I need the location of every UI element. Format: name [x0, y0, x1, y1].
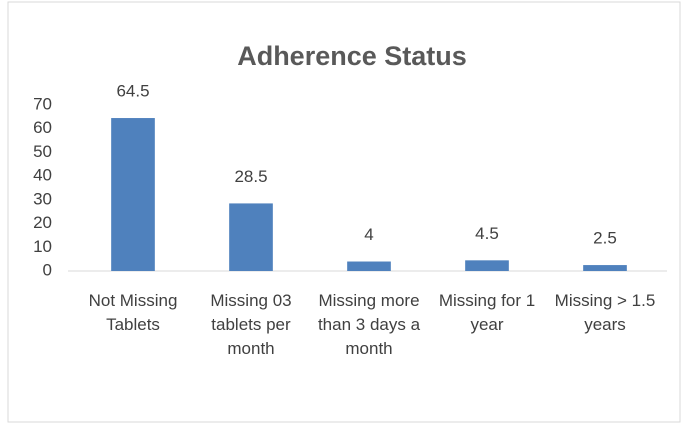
bar — [111, 118, 155, 272]
data-label: 2.5 — [593, 229, 617, 248]
x-tick-label: Missing > 1.5 years — [554, 291, 656, 334]
data-label: 4 — [364, 225, 373, 244]
bar — [583, 265, 627, 271]
bar — [465, 260, 509, 271]
x-tick-label: Not Missing Tablets — [88, 291, 178, 334]
data-label: 4.5 — [475, 224, 499, 243]
bar — [347, 261, 391, 271]
y-tick-label: 70 — [33, 94, 52, 113]
x-tick-label: Missing for 1 year — [438, 291, 536, 334]
x-tick-label: Missing more than 3 days a month — [317, 291, 421, 358]
y-tick-label: 50 — [33, 142, 52, 161]
chart-title: Adherence Status — [237, 41, 467, 71]
y-tick-label: 10 — [33, 237, 52, 256]
bar — [229, 203, 273, 271]
y-tick-label: 20 — [33, 213, 52, 232]
x-tick-label: Missing 03 tablets per month — [210, 291, 292, 358]
data-label: 28.5 — [234, 167, 267, 186]
data-label: 64.5 — [116, 82, 149, 101]
y-tick-label: 60 — [33, 118, 52, 137]
y-tick-label: 40 — [33, 166, 52, 185]
y-tick-label: 0 — [43, 260, 52, 279]
chart-border — [7, 1, 681, 423]
y-tick-label: 30 — [33, 189, 52, 208]
